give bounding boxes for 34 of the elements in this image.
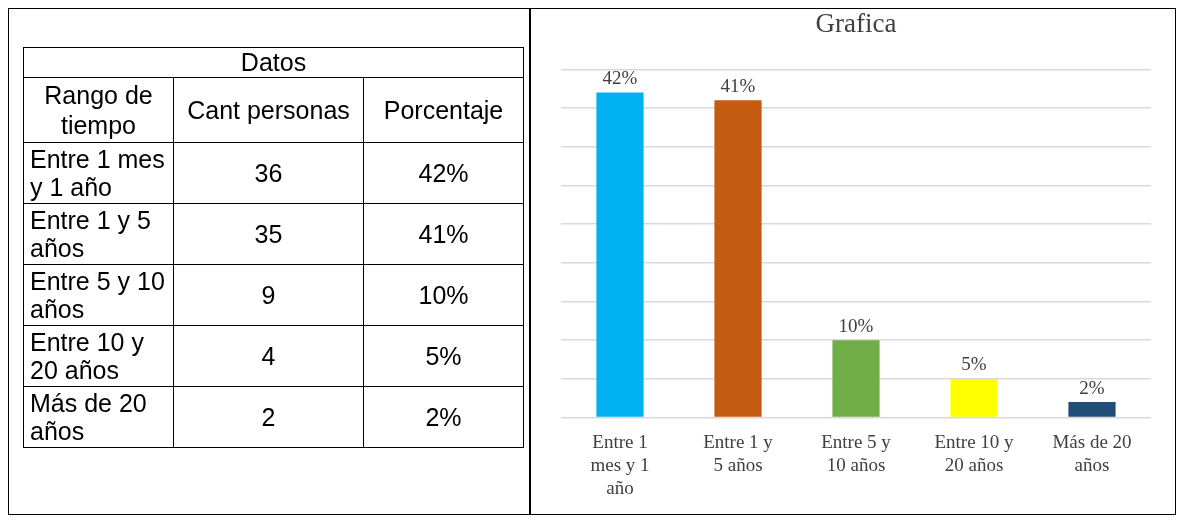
data-label: 41% bbox=[720, 74, 756, 96]
data-label: 10% bbox=[838, 314, 874, 336]
category-label: Entre 1 mes y 1 año bbox=[23, 142, 174, 204]
x-tick-label: Entre 1 y 5 años bbox=[703, 430, 774, 475]
x-tick-label: Entre 1 mes y 1 año bbox=[590, 430, 650, 498]
bar bbox=[950, 378, 998, 417]
bar bbox=[832, 340, 880, 417]
category-label: Entre 10 y 20 años bbox=[23, 325, 174, 387]
bar bbox=[1068, 402, 1116, 417]
data-label: 10% bbox=[363, 264, 524, 326]
data-label: 5% bbox=[961, 353, 987, 375]
category-label: Entre 5 y 10 años bbox=[23, 264, 174, 326]
data-label: 35 bbox=[173, 203, 364, 265]
category-label: Entre 1 y 5 años bbox=[23, 203, 174, 265]
data-label: 42% bbox=[602, 67, 638, 89]
x-tick-label: Más de 20 años bbox=[1052, 430, 1132, 475]
x-tick-label: Entre 10 y 20 años bbox=[934, 430, 1015, 475]
text: Cant personas bbox=[173, 77, 364, 143]
data-label: 4 bbox=[173, 325, 364, 387]
data-label: 9 bbox=[173, 264, 364, 326]
x-tick-label: Entre 5 y 10 años bbox=[821, 430, 892, 475]
bar bbox=[714, 100, 762, 417]
data-label: 5% bbox=[363, 325, 524, 387]
bar bbox=[596, 92, 644, 417]
data-label: 42% bbox=[363, 142, 524, 204]
data-label: 2% bbox=[1079, 376, 1105, 398]
text: Datos bbox=[23, 47, 524, 78]
data-label: 41% bbox=[363, 203, 524, 265]
chart-title: Grafica bbox=[815, 8, 897, 39]
text: Rango de tiempo bbox=[23, 77, 174, 143]
data-label: 36 bbox=[173, 142, 364, 204]
data-label: 2% bbox=[363, 386, 524, 448]
text: Porcentaje bbox=[363, 77, 524, 143]
data-label: 2 bbox=[173, 386, 364, 448]
